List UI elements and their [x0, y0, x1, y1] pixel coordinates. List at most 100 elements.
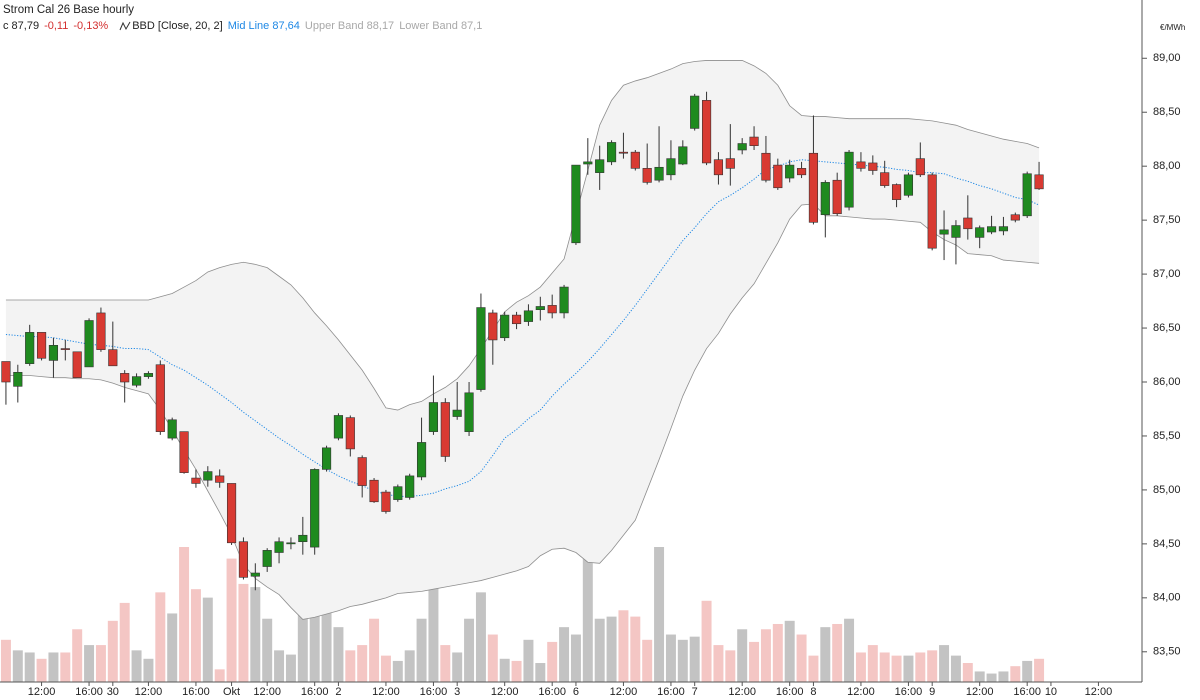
candle-layer [1, 91, 1044, 591]
volume-bar [570, 634, 581, 682]
volume-bar [155, 592, 166, 682]
x-tick-label: 12:00 [491, 686, 519, 698]
volume-bar [131, 650, 142, 682]
candle-body [701, 100, 712, 164]
candle-body [345, 417, 355, 450]
candle-body [963, 217, 973, 230]
volume-bar [1010, 666, 1021, 682]
x-tick-label: 12:00 [728, 686, 756, 698]
volume-bar [72, 629, 83, 682]
candle-body [310, 469, 320, 548]
volume-bar [24, 652, 35, 682]
x-tick-label: 7 [692, 686, 698, 698]
candle-body [511, 314, 522, 325]
candle-body [856, 161, 866, 169]
volume-bar [582, 547, 593, 682]
candle-body [939, 229, 949, 235]
candle-body [523, 310, 534, 322]
candle-body [25, 332, 35, 364]
volume-bar [927, 650, 938, 682]
candle-body [405, 475, 415, 498]
volume-bar [630, 616, 641, 682]
candle-body [238, 541, 249, 578]
volume-bar [250, 587, 261, 682]
header: Strom Cal 26 Base hourly c 87,79 -0,11 -… [3, 2, 482, 34]
candle-body [559, 286, 569, 314]
candle-body [903, 174, 914, 196]
volume-bar [1034, 658, 1045, 682]
candle-body [880, 172, 890, 186]
candle-body [393, 486, 403, 500]
candle-body [476, 307, 486, 390]
volume-bar [0, 639, 11, 682]
y-tick-label: 89,00 [1153, 52, 1181, 64]
volume-bar [36, 658, 47, 682]
volume-bar [903, 655, 914, 682]
x-tick-label: 16:00 [301, 686, 329, 698]
x-tick-label: 8 [810, 686, 816, 698]
y-tick-label: 88,00 [1153, 160, 1181, 172]
volume-bar [475, 592, 486, 682]
volume-bar [832, 623, 843, 682]
volume-bar [297, 595, 308, 682]
volume-bar [487, 634, 498, 682]
chart-title: Strom Cal 26 Base hourly [3, 4, 135, 16]
candle-body [737, 143, 747, 151]
volume-bar [986, 673, 997, 682]
volume-bar [369, 618, 380, 682]
x-tick-label: 6 [573, 686, 579, 698]
y-tick-label: 88,50 [1153, 106, 1181, 118]
quote-change: -0,11 [44, 20, 69, 32]
x-tick-label: 16:00 [420, 686, 448, 698]
candle-body [108, 349, 118, 367]
volume-bar [285, 654, 296, 682]
volume-bar [844, 618, 855, 682]
x-tick-label: 16:00 [75, 686, 103, 698]
volume-bar [12, 650, 23, 682]
volume-bar [440, 645, 451, 682]
candle-body [986, 226, 997, 233]
y-tick-label: 84,50 [1153, 538, 1181, 550]
volume-bar [915, 652, 926, 682]
volume-bar [820, 627, 831, 682]
volume-bar [428, 584, 439, 682]
candle-body [547, 305, 557, 314]
candle-body [226, 483, 237, 544]
candle-body [36, 332, 47, 359]
x-tick-label: 16:00 [182, 686, 210, 698]
volume-bar [357, 645, 368, 682]
candle-body [179, 431, 189, 473]
volume-bar [309, 602, 320, 682]
volume-bar [891, 655, 902, 682]
candle-body [416, 442, 427, 478]
candle-body [1, 361, 11, 383]
candle-body [642, 168, 652, 183]
volume-bar [119, 602, 130, 682]
volume-bar [84, 645, 95, 682]
quote-change-pct: -0,13% [73, 20, 109, 32]
candle-body [844, 151, 854, 208]
candle-body [820, 182, 830, 216]
candle-body [975, 227, 985, 238]
volume-bar [392, 660, 403, 682]
candle-body [464, 392, 474, 432]
volume-bar [808, 655, 819, 682]
x-tick-label: 16:00 [1013, 686, 1041, 698]
x-tick-label: 10 [1045, 686, 1057, 698]
unit-label: €/MWh [1160, 23, 1185, 32]
candle-body [84, 320, 94, 368]
y-tick-label: 85,00 [1153, 484, 1181, 496]
candle-body [690, 95, 700, 129]
candle-body [654, 166, 664, 181]
volume-layer [0, 547, 1045, 682]
volume-bar [143, 658, 154, 682]
candle-body [60, 348, 70, 350]
volume-bar [202, 597, 213, 682]
x-tick-label: 16:00 [776, 686, 804, 698]
volume-bar [262, 618, 273, 682]
y-tick-label: 87,50 [1153, 214, 1181, 226]
candle-body [796, 168, 807, 176]
x-tick-label: 12:00 [372, 686, 400, 698]
